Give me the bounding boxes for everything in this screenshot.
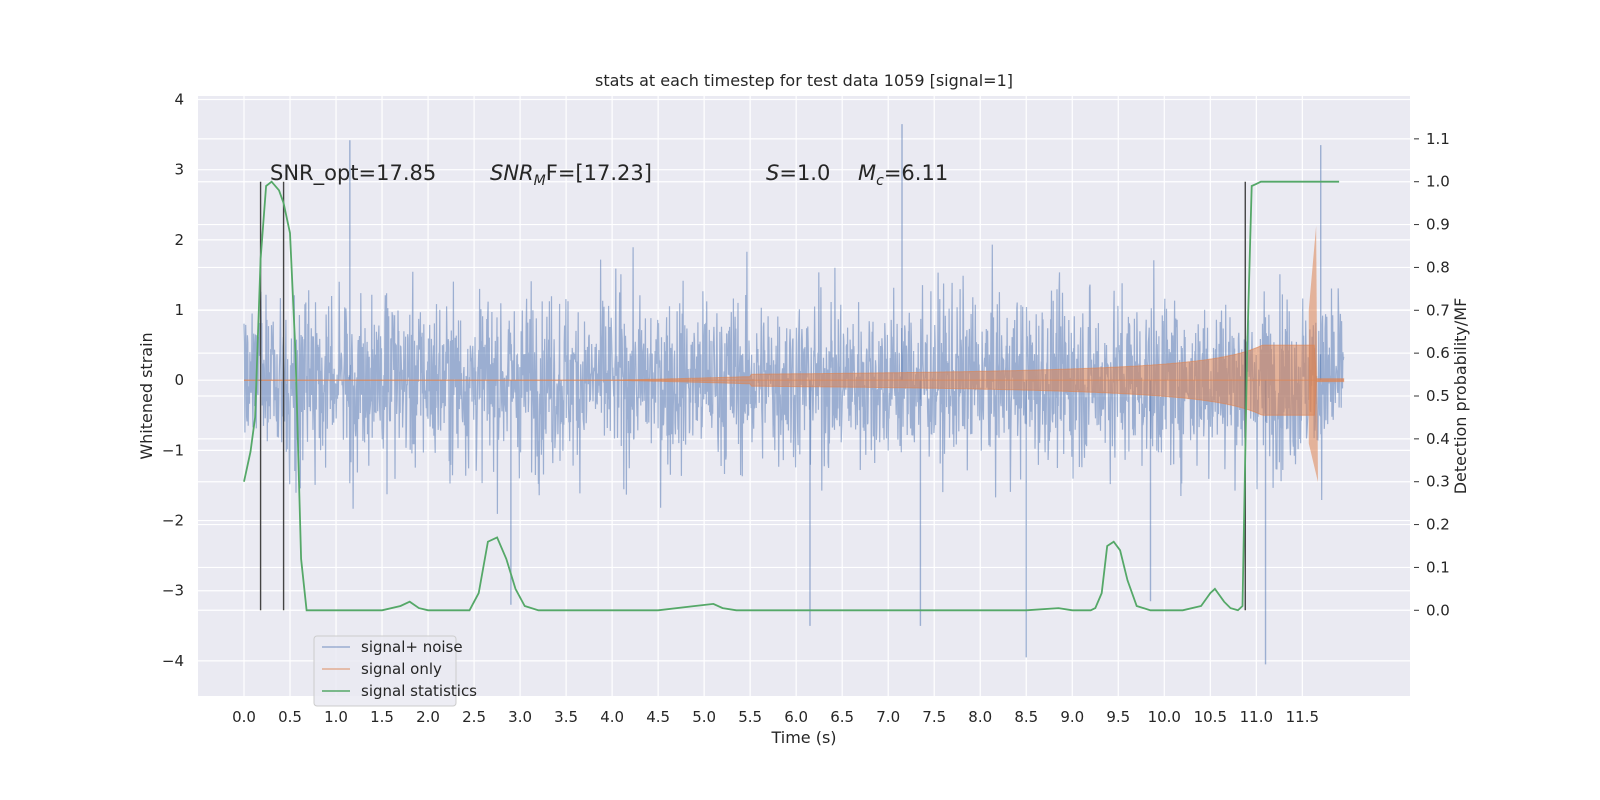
x-tick-label: 10.5 [1194, 708, 1227, 726]
x-tick-label: 4.5 [646, 708, 670, 726]
mc-annotation: Mc=6.11 [858, 161, 948, 189]
y-tick-label: −2 [162, 512, 184, 530]
y2-tick-label: 0.7 [1426, 301, 1450, 319]
y2-tick-label: 0.4 [1426, 430, 1450, 448]
y2-tick-label: 0.1 [1426, 558, 1450, 576]
x-tick-label: 8.5 [1014, 708, 1038, 726]
y-tick-label: 0 [174, 371, 184, 389]
x-tick-label: 4.0 [600, 708, 624, 726]
x-tick-label: 1.0 [324, 708, 348, 726]
y-tick-label: −3 [162, 582, 184, 600]
y-tick-label: −4 [162, 652, 184, 670]
snr-mf-subscript: M [534, 173, 546, 189]
x-tick-label: 3.5 [554, 708, 578, 726]
legend-label-noise: signal+ noise [361, 638, 463, 656]
y-tick-label: 3 [174, 161, 184, 179]
x-axis-ticks: 0.0 0.5 1.0 1.5 2.0 2.5 3.0 3.5 4.0 4.5 5.0 5.5 6.0 6… [232, 708, 1319, 726]
mc-annotation-label: M [858, 161, 876, 185]
x-tick-label: 5.0 [692, 708, 716, 726]
y-tick-label: 4 [174, 91, 184, 109]
x-tick-label: 6.0 [784, 708, 808, 726]
x-tick-label: 0.0 [232, 708, 256, 726]
s-annotation-value: =1.0 [779, 161, 830, 185]
snr-opt-annotation: SNR_opt=17.85 [270, 161, 436, 186]
snr-mf-annotation: SNRMF=[17.23] [490, 161, 652, 189]
y2-tick-label: 0.3 [1426, 473, 1450, 491]
y-tick-label: −1 [162, 441, 184, 459]
y2-tick-label: 0.8 [1426, 258, 1450, 276]
y2-tick-label: 0.2 [1426, 516, 1450, 534]
legend-label-stats: signal statistics [361, 682, 477, 700]
x-tick-label: 9.0 [1060, 708, 1084, 726]
signal-noise-series [243, 124, 1345, 665]
y2-tick-label: 0.5 [1426, 387, 1450, 405]
y2-tick-label: 0.6 [1426, 344, 1450, 362]
x-tick-label: 5.5 [738, 708, 762, 726]
y2-axis-label: Detection probability/MF [1451, 298, 1470, 495]
x-tick-label: 7.5 [922, 708, 946, 726]
legend-label-signal: signal only [361, 660, 442, 678]
x-tick-label: 10.0 [1148, 708, 1181, 726]
signal-only-series [244, 225, 1345, 482]
x-tick-label: 2.5 [462, 708, 486, 726]
s-annotation: S=1.0 [766, 161, 830, 185]
x-tick-label: 9.5 [1106, 708, 1130, 726]
x-tick-label: 3.0 [508, 708, 532, 726]
signal-only-peak [1308, 225, 1318, 482]
x-tick-label: 7.0 [876, 708, 900, 726]
y2-tick-label: 0.0 [1426, 601, 1450, 619]
x-tick-label: 1.5 [370, 708, 394, 726]
x-tick-label: 8.0 [968, 708, 992, 726]
signal-noise-trace [243, 244, 1345, 514]
legend: signal+ noise signal only signal statist… [313, 635, 477, 707]
s-annotation-label: S [766, 161, 779, 185]
mc-annotation-subscript: c [876, 173, 884, 189]
chart-title: stats at each timestep for test data 105… [595, 71, 1013, 90]
x-axis-label: Time (s) [770, 728, 836, 747]
y2-axis-ticks: 1.1 1.0 0.9 0.8 0.7 0.6 0.5 0.4 0.3 0.2 0.1 0.0 [1414, 130, 1450, 619]
y2-tick-label: 0.9 [1426, 216, 1450, 234]
y-axis-ticks: 4 3 2 1 0 −1 −2 −3 −4 [162, 91, 184, 670]
x-tick-label: 0.5 [278, 708, 302, 726]
y-axis-label: Whitened strain [137, 332, 156, 459]
y-tick-label: 2 [174, 231, 184, 249]
y2-tick-label: 1.1 [1426, 130, 1450, 148]
x-tick-label: 11.0 [1240, 708, 1273, 726]
y-tick-label: 1 [174, 301, 184, 319]
legend-box [313, 635, 457, 707]
mc-annotation-value: =6.11 [884, 161, 948, 185]
snr-mf-value: F=[17.23] [546, 161, 652, 185]
x-tick-label: 2.0 [416, 708, 440, 726]
y2-tick-label: 1.0 [1426, 173, 1450, 191]
x-tick-label: 11.5 [1286, 708, 1319, 726]
signal-statistics-line [243, 180, 1340, 612]
signal-statistics-series [243, 180, 1340, 612]
snr-mf-main: SNR [490, 161, 534, 185]
x-tick-label: 6.5 [830, 708, 854, 726]
